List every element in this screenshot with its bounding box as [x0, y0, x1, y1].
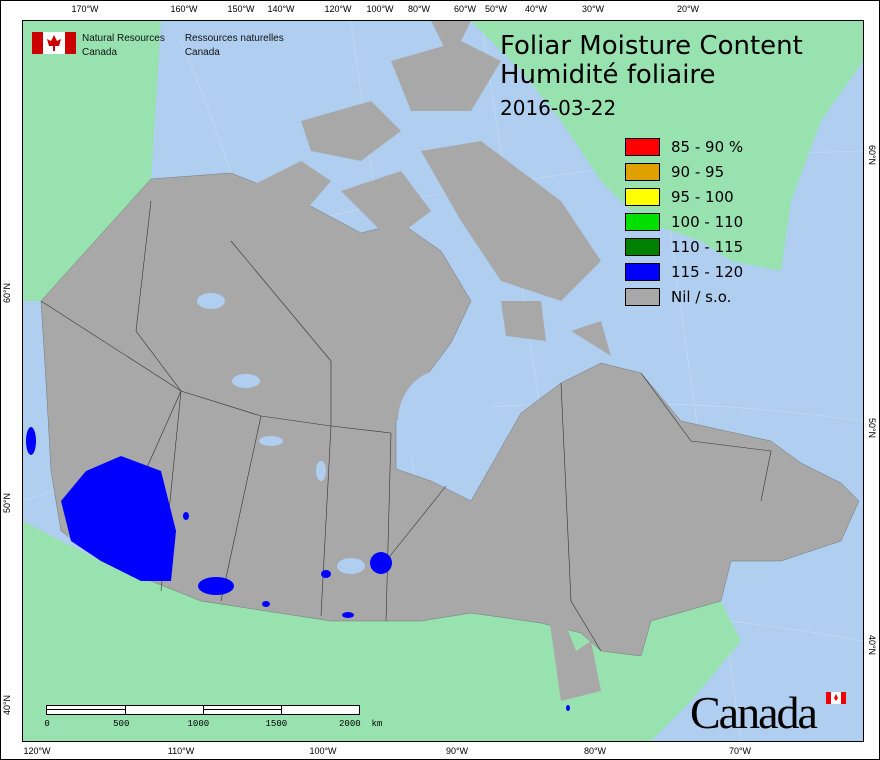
map-canvas [23, 21, 863, 741]
agency-name-fr: Canada [184, 47, 220, 58]
legend-label: Nil / s.o. [671, 287, 732, 306]
lon-label: 120°W [23, 746, 51, 756]
map-title: Foliar Moisture Content Humidité foliair… [500, 32, 803, 123]
lon-label: 50°W [484, 4, 508, 14]
lon-label: 70°W [728, 746, 752, 756]
lat-label: 60°N [867, 144, 878, 166]
wordmark-text: Canada [690, 687, 818, 738]
legend-swatch [625, 212, 660, 231]
legend-label: 95 - 100 [671, 187, 734, 206]
legend-item: 110 - 115 [625, 234, 743, 259]
lon-label: 100°W [309, 746, 337, 756]
canada-flag-icon [32, 32, 76, 54]
nrcan-signature: Natural Resources Canada Ressources natur… [32, 32, 298, 60]
legend-item: 95 - 100 [625, 184, 743, 209]
legend: 85 - 90 % 90 - 95 95 - 100 100 - 110 110 - 1… [625, 134, 743, 309]
lon-label: 170°W [71, 4, 99, 14]
legend-swatch [625, 162, 660, 181]
legend-swatch [625, 262, 660, 281]
lon-label: 30°W [581, 4, 605, 14]
lat-label: 40°N [2, 694, 13, 716]
agency-name-en: Natural Resources [82, 33, 165, 44]
legend-item: Nil / s.o. [625, 284, 743, 309]
alaska [23, 21, 161, 301]
legend-label: 100 - 110 [671, 212, 744, 231]
scale-label: 1500 [265, 719, 288, 729]
title-fr: Humidité foliaire [500, 60, 716, 90]
lon-label: 100°W [366, 4, 394, 14]
legend-item: 85 - 90 % [625, 134, 743, 159]
lon-label: 160°W [170, 4, 198, 14]
hudson-bay [398, 369, 494, 473]
lat-label: 50°N [2, 492, 13, 514]
title-en: Foliar Moisture Content [500, 31, 803, 61]
legend-label: 85 - 90 % [671, 137, 744, 156]
lon-label: 140°W [267, 4, 295, 14]
lon-label: 60°W [453, 4, 477, 14]
fmc-115-120-areas [26, 427, 570, 711]
lon-label: 80°W [583, 746, 607, 756]
lon-label: 40°W [524, 4, 548, 14]
scale-label: 2000 km [339, 719, 383, 729]
lon-label: 150°W [227, 4, 255, 14]
legend-label: 90 - 95 [671, 162, 725, 181]
lakes [197, 293, 365, 574]
legend-swatch [625, 187, 660, 206]
lat-label: 60°N [2, 282, 13, 304]
scale-bar: 0 500 1000 1500 2000 km [44, 705, 382, 731]
canada-mainland [40, 172, 860, 657]
legend-label: 110 - 115 [671, 237, 744, 256]
agency-name-en: Canada [82, 47, 118, 58]
legend-item: 100 - 110 [625, 209, 743, 234]
lon-label: 80°W [407, 4, 431, 14]
map[interactable] [22, 20, 864, 742]
scale-label: 0 [44, 719, 50, 729]
legend-item: 90 - 95 [625, 159, 743, 184]
greenland [471, 21, 863, 271]
canada-wordmark: Canada [690, 686, 846, 739]
lon-label: 90°W [445, 746, 469, 756]
scale-label: 1000 [187, 719, 210, 729]
arctic-islands [241, 21, 611, 701]
lat-label: 40°N [867, 634, 878, 656]
lon-label: 110°W [167, 746, 195, 756]
legend-item: 115 - 120 [625, 259, 743, 284]
map-date: 2016-03-22 [500, 96, 617, 120]
lon-label: 120°W [324, 4, 352, 14]
lon-label: 20°W [676, 4, 700, 14]
legend-swatch [625, 137, 660, 156]
lat-label: 50°N [867, 417, 878, 439]
canada-flag-icon [826, 692, 846, 704]
legend-label: 115 - 120 [671, 262, 744, 281]
agency-name-fr: Ressources naturelles [184, 33, 284, 44]
legend-swatch [625, 287, 660, 306]
scale-label: 500 [113, 719, 130, 729]
legend-swatch [625, 237, 660, 256]
